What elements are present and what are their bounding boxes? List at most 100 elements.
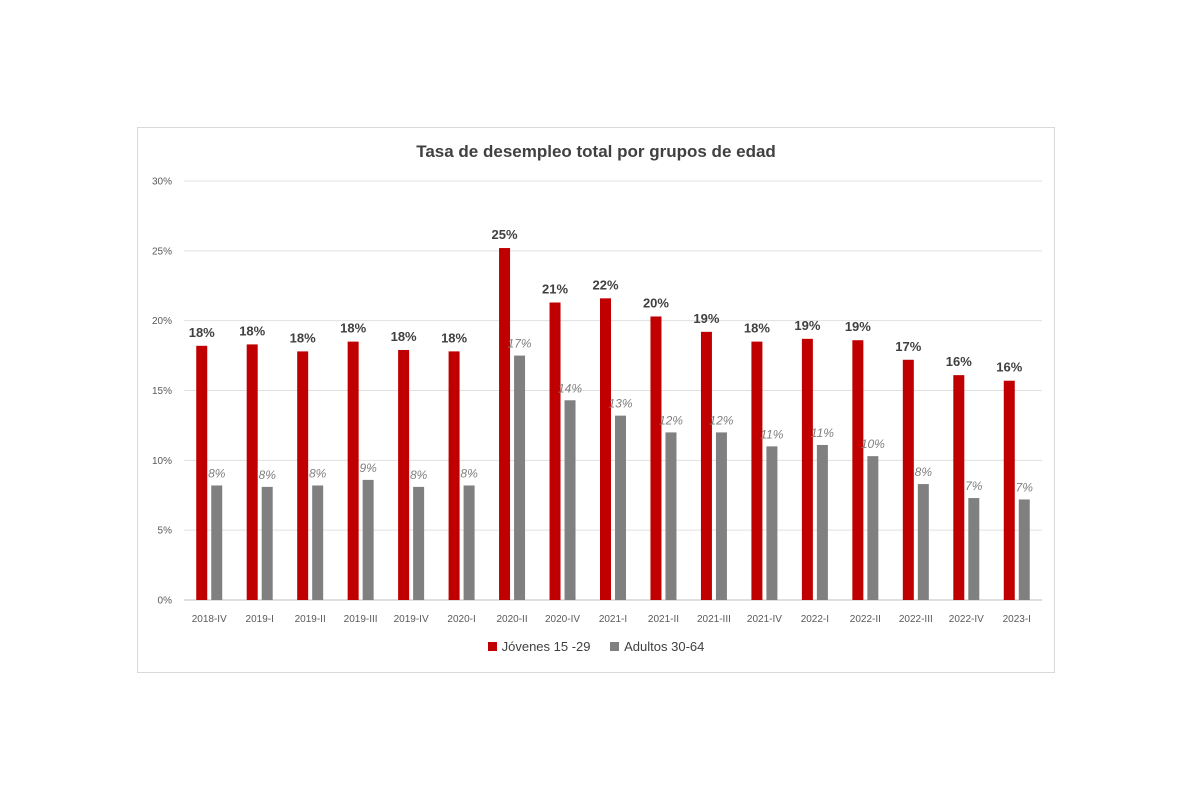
data-label-adultos: 8% xyxy=(208,466,226,480)
data-label-jovenes: 18% xyxy=(290,330,316,345)
data-label-adultos: 7% xyxy=(965,479,983,493)
bar-jovenes xyxy=(448,351,460,600)
bar-adultos xyxy=(715,432,727,600)
bar-adultos xyxy=(514,355,526,600)
x-tick-label: 2021-II xyxy=(648,614,679,625)
data-label-jovenes: 17% xyxy=(895,339,921,354)
y-tick-label: 0% xyxy=(158,596,173,607)
bar-jovenes xyxy=(600,298,611,600)
x-tick-label: 2021-III xyxy=(697,614,731,625)
x-tick-label: 2019-I xyxy=(246,614,274,625)
data-label-adultos: 17% xyxy=(508,337,532,351)
y-tick-label: 20% xyxy=(152,316,172,327)
bar-jovenes xyxy=(650,316,662,600)
x-tick-label: 2019-II xyxy=(295,614,326,625)
data-label-adultos: 13% xyxy=(608,397,632,411)
bar-jovenes xyxy=(953,375,965,600)
bar-adultos xyxy=(665,432,677,600)
bar-adultos xyxy=(463,485,475,600)
data-label-jovenes: 16% xyxy=(946,354,972,369)
bar-jovenes xyxy=(700,331,712,600)
bar-jovenes xyxy=(751,341,763,600)
bar-adultos xyxy=(1018,499,1030,600)
data-label-jovenes: 18% xyxy=(391,329,417,344)
legend-swatch-jovenes xyxy=(487,642,497,651)
x-tick-label: 2021-IV xyxy=(747,614,782,625)
x-tick-label: 2020-II xyxy=(496,614,527,625)
data-label-adultos: 8% xyxy=(915,465,933,479)
data-label-adultos: 14% xyxy=(558,381,582,395)
data-label-jovenes: 19% xyxy=(794,318,820,333)
bar-jovenes xyxy=(852,340,864,600)
legend-label-jovenes: Jóvenes 15 -29 xyxy=(501,639,591,654)
chart-title: Tasa de desempleo total por grupos de ed… xyxy=(416,142,776,161)
data-label-adultos: 10% xyxy=(861,437,885,451)
data-label-jovenes: 16% xyxy=(996,360,1022,375)
bar-jovenes xyxy=(549,302,561,600)
bar-adultos xyxy=(413,486,425,600)
legend-item-jovenes: Jóvenes 15 -29 xyxy=(487,639,591,654)
x-tick-label: 2023-I xyxy=(1003,614,1031,625)
data-label-jovenes: 20% xyxy=(643,295,669,310)
x-tick-label: 2019-III xyxy=(344,614,378,625)
data-label-adultos: 8% xyxy=(259,468,277,482)
bar-jovenes xyxy=(398,349,410,600)
data-label-jovenes: 22% xyxy=(592,277,618,292)
y-tick-label: 5% xyxy=(158,526,173,537)
data-label-jovenes: 18% xyxy=(744,321,770,336)
bar-chart: 18% 8% 18% 8% 18% 8% 18% 9% 18% 8% 18% 8% 25% 17% 21% 1… xyxy=(152,177,1042,626)
data-label-adultos: 9% xyxy=(359,461,377,475)
x-tick-label: 2022-II xyxy=(850,614,881,625)
data-label-jovenes: 18% xyxy=(340,321,366,336)
data-label-adultos: 8% xyxy=(410,468,428,482)
y-tick-label: 15% xyxy=(152,386,172,397)
bar-jovenes xyxy=(297,351,309,600)
x-tick-label: 2019-IV xyxy=(394,614,429,625)
data-label-adultos: 8% xyxy=(309,466,327,480)
y-tick-label: 25% xyxy=(152,246,172,257)
data-label-adultos: 12% xyxy=(709,413,733,427)
x-tick-label: 2022-IV xyxy=(949,614,984,625)
data-label-adultos: 8% xyxy=(460,466,478,480)
data-label-adultos: 7% xyxy=(1016,480,1034,494)
bar-jovenes xyxy=(902,359,914,600)
bar-adultos xyxy=(211,485,223,600)
y-tick-label: 10% xyxy=(152,456,172,467)
legend-item-adultos: Adultos 30-64 xyxy=(610,639,704,654)
legend-label-adultos: Adultos 30-64 xyxy=(624,639,705,654)
data-label-adultos: 11% xyxy=(760,427,783,441)
gridlines xyxy=(184,180,1042,601)
bar-adultos xyxy=(766,446,778,600)
x-tick-label: 2021-I xyxy=(599,614,627,625)
data-label-adultos: 11% xyxy=(811,426,834,440)
data-label-jovenes: 18% xyxy=(441,330,467,345)
bar-adultos xyxy=(564,400,576,600)
chart-frame: Tasa de desempleo total por grupos de ed… xyxy=(137,127,1055,673)
axes: 0% 5% 10% 15% 20% 25% 30% 2018-IV 2019-I 2019-II 2… xyxy=(152,177,1031,626)
data-label-jovenes: 18% xyxy=(189,325,215,340)
data-label-jovenes: 18% xyxy=(239,323,265,338)
legend-swatch-adultos xyxy=(610,642,620,651)
bar-jovenes xyxy=(196,345,208,600)
bars xyxy=(196,248,1030,600)
bar-adultos xyxy=(615,415,626,600)
bar-jovenes xyxy=(347,341,359,600)
bar-adultos xyxy=(917,484,929,600)
x-tick-label: 2022-III xyxy=(899,614,933,625)
x-tick-label: 2020-IV xyxy=(545,614,580,625)
legend: Jóvenes 15 -29 Adultos 30-64 xyxy=(138,639,1054,654)
data-label-adultos: 12% xyxy=(659,413,683,427)
bar-jovenes xyxy=(499,248,511,600)
bar-adultos xyxy=(312,485,324,600)
bar-adultos xyxy=(261,486,273,600)
data-label-jovenes: 19% xyxy=(693,311,719,326)
x-tick-label: 2022-I xyxy=(801,614,829,625)
bar-adultos xyxy=(968,498,980,600)
bar-adultos xyxy=(362,479,374,600)
bar-adultos xyxy=(816,444,828,600)
bar-jovenes xyxy=(1003,380,1015,600)
x-tick-label: 2020-I xyxy=(447,614,475,625)
data-labels: 18% 8% 18% 8% 18% 8% 18% 9% 18% 8% 18% 8% 25% 17% 21% 1… xyxy=(189,227,1034,494)
y-tick-label: 30% xyxy=(152,177,172,188)
bar-jovenes xyxy=(246,344,258,600)
